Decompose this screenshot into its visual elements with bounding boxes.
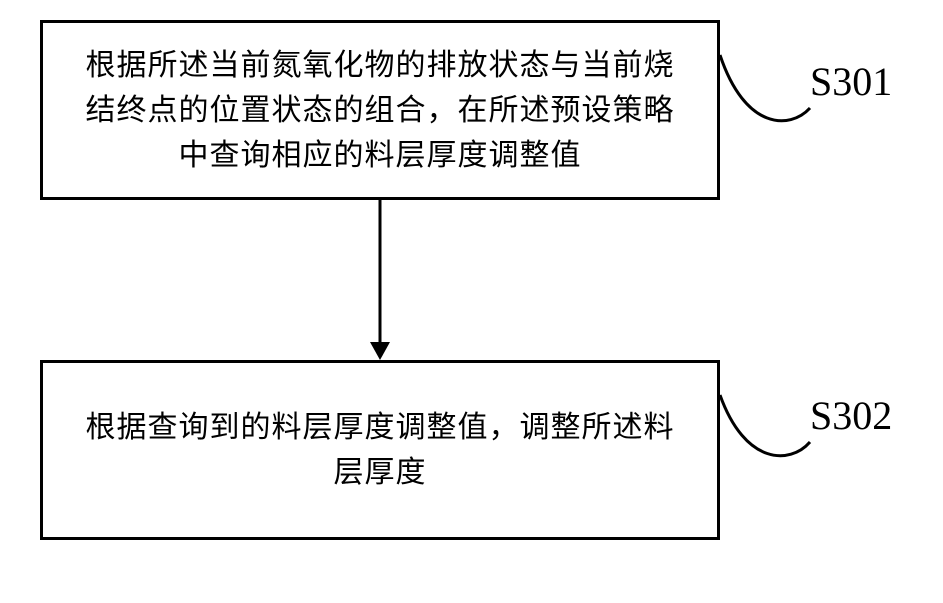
flow-step-s301-text: 根据所述当前氮氧化物的排放状态与当前烧结终点的位置状态的组合，在所述预设策略中查… — [71, 43, 689, 178]
flow-step-s302-text: 根据查询到的料层厚度调整值，调整所述料层厚度 — [71, 405, 689, 495]
flow-step-s301-label: S301 — [810, 58, 892, 105]
flow-step-s302: 根据查询到的料层厚度调整值，调整所述料层厚度 — [40, 360, 720, 540]
flowchart-container: 根据所述当前氮氧化物的排放状态与当前烧结终点的位置状态的组合，在所述预设策略中查… — [0, 0, 943, 603]
flow-step-s302-label: S302 — [810, 392, 892, 439]
flow-step-s301: 根据所述当前氮氧化物的排放状态与当前烧结终点的位置状态的组合，在所述预设策略中查… — [40, 20, 720, 200]
